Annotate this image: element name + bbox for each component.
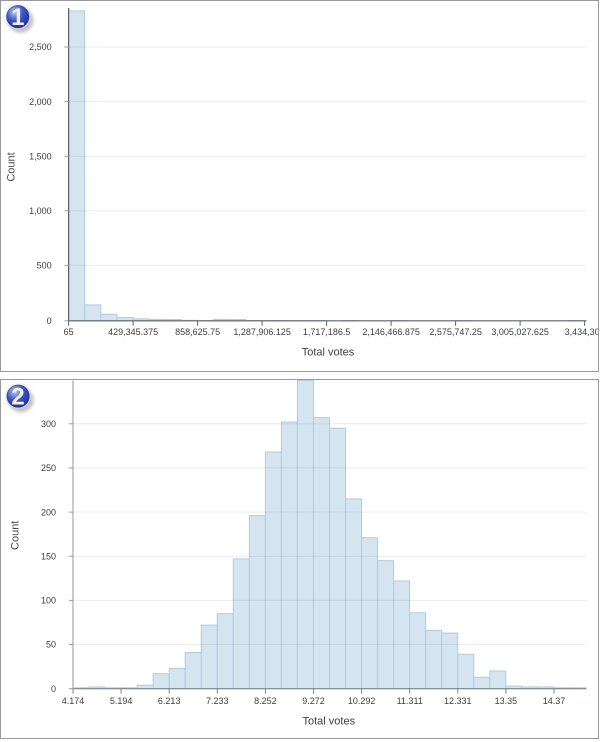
svg-text:858,625.75: 858,625.75 [175,327,220,337]
svg-text:Total votes: Total votes [303,715,356,727]
svg-text:200: 200 [41,507,56,517]
svg-text:1,717,186.5: 1,717,186.5 [303,327,351,337]
svg-text:Count: Count [9,521,21,550]
svg-text:1,287,906.125: 1,287,906.125 [233,327,291,337]
svg-text:300: 300 [41,419,56,429]
svg-text:500: 500 [37,261,52,271]
svg-text:250: 250 [41,463,56,473]
svg-text:1,500: 1,500 [29,151,52,161]
svg-text:Count: Count [6,152,18,181]
svg-text:5.194: 5.194 [110,696,133,706]
svg-text:1: 1 [11,4,24,31]
svg-text:100: 100 [41,596,56,606]
svg-text:10.292: 10.292 [348,696,376,706]
svg-text:2: 2 [11,384,24,411]
svg-text:3,434,308: 3,434,308 [565,327,600,337]
svg-text:8.252: 8.252 [254,696,277,706]
svg-text:0: 0 [47,316,52,326]
svg-text:2,500: 2,500 [29,42,52,52]
svg-text:1,000: 1,000 [29,206,52,216]
svg-text:4.174: 4.174 [62,696,85,706]
svg-text:429,345.375: 429,345.375 [108,327,158,337]
svg-text:11.311: 11.311 [397,696,423,706]
svg-text:Total votes: Total votes [302,347,355,359]
svg-text:6.213: 6.213 [158,696,181,706]
svg-text:2,146,466.875: 2,146,466.875 [362,327,420,337]
svg-text:50: 50 [46,640,56,650]
svg-text:13.35: 13.35 [495,696,518,706]
svg-text:2,575,747.25: 2,575,747.25 [429,327,482,337]
svg-text:2,000: 2,000 [29,97,52,107]
svg-text:12.331: 12.331 [444,696,472,706]
svg-text:150: 150 [41,551,56,561]
svg-text:14.37: 14.37 [543,696,566,706]
svg-text:9.272: 9.272 [302,696,325,706]
svg-text:3,005,027.625: 3,005,027.625 [491,327,549,337]
svg-text:0: 0 [51,684,56,694]
svg-text:7.233: 7.233 [206,696,229,706]
svg-text:65: 65 [64,327,74,337]
